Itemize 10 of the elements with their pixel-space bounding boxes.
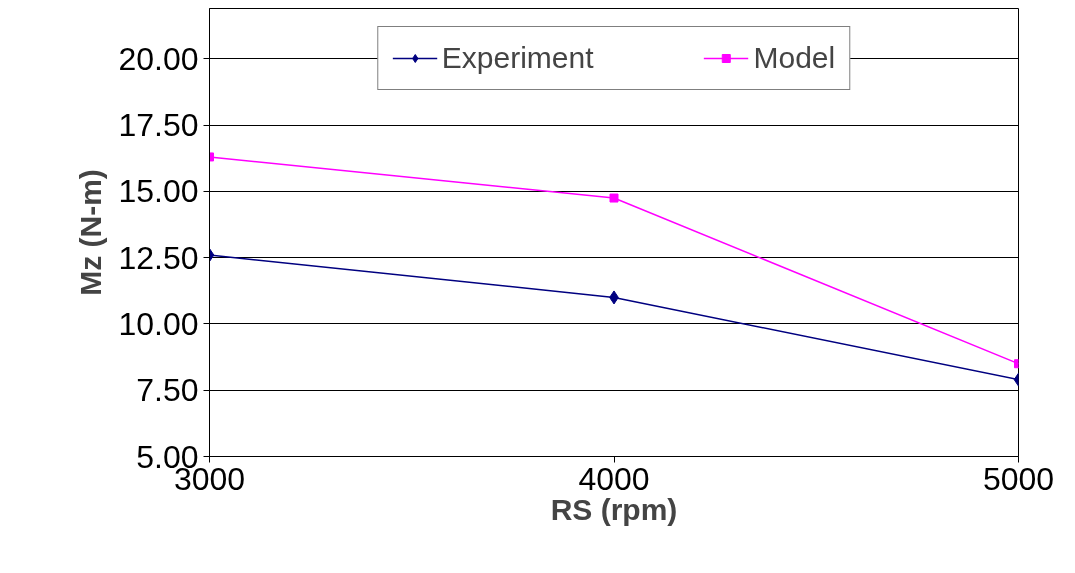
y-tick-label: 10.00 xyxy=(118,305,199,342)
y-axis-title: Mz (N-m) xyxy=(74,169,108,296)
y-tick-label: 20.00 xyxy=(118,40,199,77)
y-tick-label: 7.50 xyxy=(136,372,199,409)
legend-label: Experiment xyxy=(441,41,594,75)
x-tick-label: 5000 xyxy=(982,460,1055,497)
y-tick-label: 17.50 xyxy=(118,107,199,144)
legend-label: Model xyxy=(753,41,836,75)
y-tick-label: 15.00 xyxy=(118,173,199,210)
y-tick-label: 12.50 xyxy=(118,239,199,276)
